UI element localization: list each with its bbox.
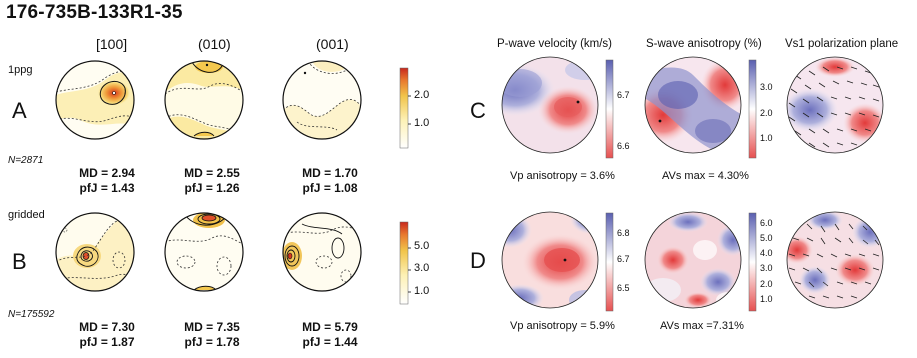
row-label-a: A (12, 98, 27, 123)
vp-net-d (501, 211, 599, 309)
density-scale-a (399, 67, 411, 149)
vp-anisotropy-c: Vp anisotropy = 3.6% (510, 170, 615, 182)
md-a-010: MD = 2.55 (184, 166, 240, 180)
md-a-100: MD = 2.94 (79, 166, 135, 180)
avs-c-tick-1: 1.0 (760, 133, 773, 143)
scale-b-tick-3: 3.0 (414, 262, 430, 274)
pfj-b-010: pfJ = 1.78 (184, 335, 240, 349)
md-b-001: MD = 5.79 (302, 320, 358, 334)
pole-figure-b-100 (55, 212, 135, 292)
pole-figure-a-001 (282, 60, 362, 140)
md-a-001: MD = 1.70 (302, 166, 358, 180)
scale-b-tick-1: 1.0 (414, 285, 430, 297)
sample-count-b: N=175592 (8, 309, 55, 320)
sample-count-a: N=2871 (8, 155, 44, 166)
vp-d-tick-65: 6.5 (617, 283, 630, 293)
pfj-b-100: pfJ = 1.87 (79, 335, 135, 349)
pole-figure-b-001 (282, 212, 362, 292)
density-label: 1ppg (8, 64, 33, 76)
column-header-100: [100] (96, 36, 128, 52)
avs-net-c (644, 56, 742, 154)
column-header-010: (010) (198, 36, 231, 52)
pole-figure-b-010 (164, 212, 244, 292)
vs1-header: Vs1 polarization plane (785, 38, 899, 50)
scale-b-tick-5: 5.0 (414, 240, 430, 252)
density-scale-b (399, 221, 411, 305)
pfj-b-001: pfJ = 1.44 (302, 335, 358, 349)
scale-a-tick-1: 1.0 (414, 117, 430, 129)
vp-scale-d (605, 212, 614, 312)
gridded-label: gridded (8, 209, 45, 221)
vs1-net-c (786, 56, 884, 154)
vs1-net-d (786, 211, 884, 309)
column-header-001: (001) (316, 36, 349, 52)
avs-max-d: AVs max =7.31% (660, 320, 744, 332)
row-label-b: B (12, 249, 27, 274)
avs-d-tick-3: 3.0 (760, 263, 773, 273)
avs-c-tick-2: 2.0 (760, 108, 773, 118)
md-b-010: MD = 7.35 (184, 320, 240, 334)
vp-anisotropy-d: Vp anisotropy = 5.9% (510, 320, 615, 332)
row-label-c: C (470, 98, 486, 123)
pfj-a-001: pfJ = 1.08 (302, 181, 358, 195)
vp-c-tick-66: 6.6 (617, 141, 630, 151)
avs-d-tick-2: 2.0 (760, 279, 773, 289)
pfj-a-010: pfJ = 1.26 (184, 181, 240, 195)
avs-d-tick-1: 1.0 (760, 294, 773, 304)
avs-net-d (644, 211, 742, 309)
md-b-100: MD = 7.30 (79, 320, 135, 334)
avs-header: S-wave anisotropy (%) (646, 38, 762, 50)
vp-header: P-wave velocity (km/s) (497, 38, 613, 50)
avs-scale-d (748, 212, 757, 312)
vp-d-tick-68: 6.8 (617, 228, 630, 238)
vp-scale-c (605, 59, 614, 159)
scale-a-tick-2: 2.0 (414, 89, 430, 101)
avs-scale-c (748, 59, 757, 159)
pfj-a-100: pfJ = 1.43 (79, 181, 135, 195)
vp-net-c (501, 56, 599, 154)
avs-max-c: AVs max = 4.30% (662, 170, 749, 182)
avs-d-tick-6: 6.0 (760, 218, 773, 228)
sample-title: 176-735B-133R1-35 (6, 2, 183, 23)
avs-d-tick-4: 4.0 (760, 248, 773, 258)
avs-d-tick-5: 5.0 (760, 233, 773, 243)
pole-figure-a-010 (164, 60, 244, 140)
avs-c-tick-3: 3.0 (760, 82, 773, 92)
row-label-d: D (470, 248, 486, 273)
vp-c-tick-67: 6.7 (617, 90, 630, 100)
vp-d-tick-67: 6.7 (617, 254, 630, 264)
pole-figure-a-100 (55, 60, 135, 140)
